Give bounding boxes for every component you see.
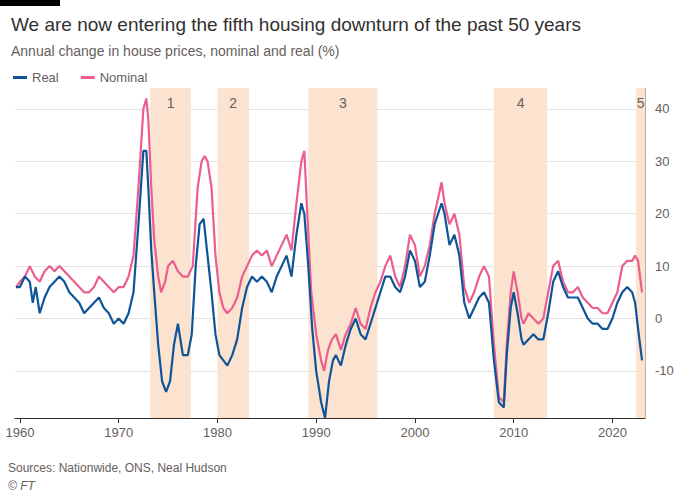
svg-text:Annual change in house prices,: Annual change in house prices, nominal a… bbox=[11, 43, 339, 59]
svg-text:2: 2 bbox=[229, 95, 237, 111]
svg-text:3: 3 bbox=[339, 95, 347, 111]
svg-text:2000: 2000 bbox=[400, 425, 429, 440]
svg-text:Real: Real bbox=[32, 70, 59, 85]
svg-text:40: 40 bbox=[655, 101, 669, 116]
svg-text:0: 0 bbox=[655, 311, 662, 326]
svg-text:Sources: Nationwide, ONS, Neal: Sources: Nationwide, ONS, Neal Hudson bbox=[8, 461, 227, 475]
svg-text:4: 4 bbox=[517, 95, 525, 111]
svg-text:Nominal: Nominal bbox=[100, 70, 148, 85]
svg-text:5: 5 bbox=[637, 95, 645, 111]
svg-text:1980: 1980 bbox=[203, 425, 232, 440]
svg-text:We are now entering the fifth: We are now entering the fifth housing do… bbox=[11, 14, 581, 35]
svg-text:© FT: © FT bbox=[8, 479, 37, 493]
svg-text:1960: 1960 bbox=[5, 425, 34, 440]
svg-text:-10: -10 bbox=[655, 363, 674, 378]
svg-text:30: 30 bbox=[655, 154, 669, 169]
svg-text:1: 1 bbox=[167, 95, 175, 111]
svg-text:2020: 2020 bbox=[598, 425, 627, 440]
svg-text:1990: 1990 bbox=[302, 425, 331, 440]
svg-text:2010: 2010 bbox=[499, 425, 528, 440]
svg-text:10: 10 bbox=[655, 259, 669, 274]
svg-text:20: 20 bbox=[655, 206, 669, 221]
svg-text:1970: 1970 bbox=[104, 425, 133, 440]
